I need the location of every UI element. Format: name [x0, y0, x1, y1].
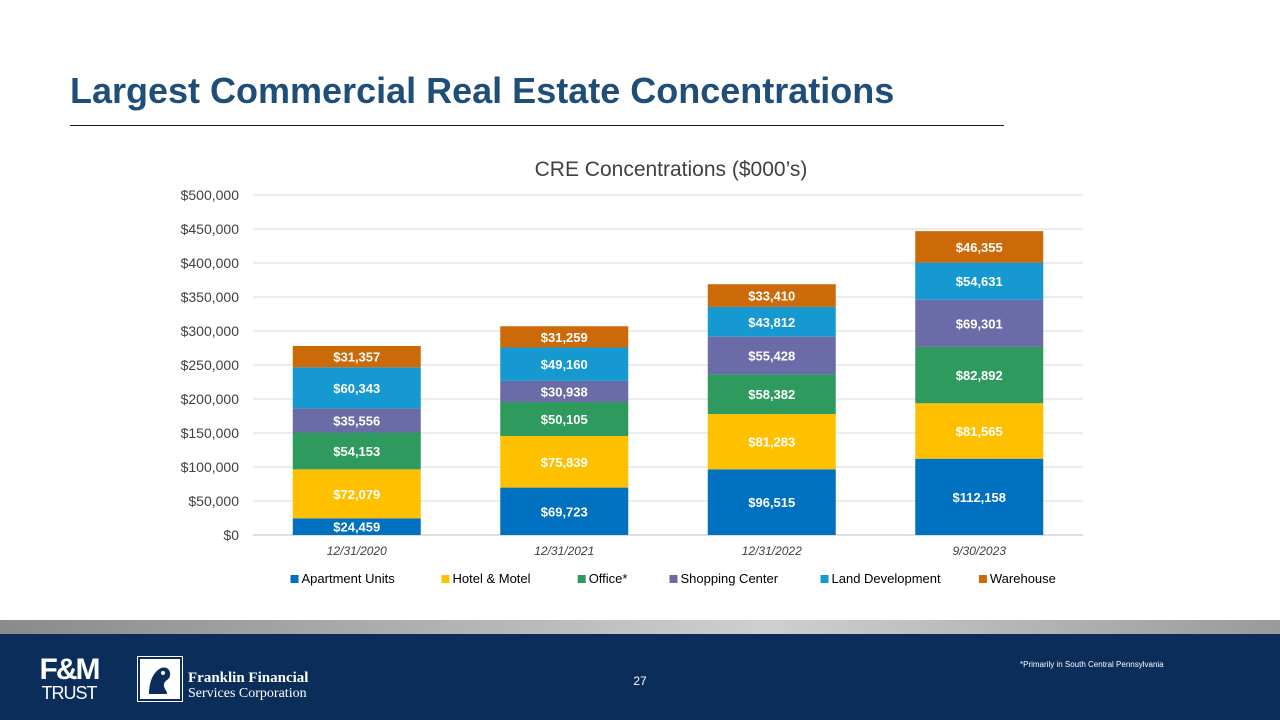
- data-label: $75,839: [541, 455, 588, 470]
- title-divider: [70, 125, 1004, 126]
- slide-title: Largest Commercial Real Estate Concentra…: [70, 70, 895, 111]
- bar-segment: [707, 284, 836, 307]
- cre-stacked-bar-chart: CRE Concentrations ($000’s) $0 $50,000 $100…: [181, 158, 1083, 586]
- bar-segment: [915, 458, 1044, 535]
- bar-segment: [915, 299, 1044, 347]
- y-tick-label: $500,000: [181, 187, 240, 203]
- data-label: $50,105: [541, 412, 588, 427]
- data-label: $69,301: [956, 316, 1003, 331]
- data-label: $58,382: [748, 387, 795, 402]
- page-number: 27: [633, 674, 647, 688]
- bar-segment: [500, 347, 629, 381]
- data-label: $69,723: [541, 504, 588, 519]
- bar-segment: [707, 374, 836, 415]
- data-label: $60,343: [333, 381, 380, 396]
- data-label: $81,565: [956, 424, 1003, 439]
- franklin-financial-name-line1: Franklin Financial: [188, 670, 309, 686]
- footer-bar: [0, 634, 1280, 720]
- bar-segment: [915, 346, 1044, 404]
- legend-label: Office*: [589, 571, 628, 586]
- chart-title: CRE Concentrations ($000’s): [535, 158, 808, 181]
- franklin-financial-emblem-icon: [137, 656, 183, 702]
- fm-trust-logo-sub: TRUST: [41, 683, 98, 703]
- x-tick-label: 9/30/2023: [953, 544, 1007, 558]
- bar-segment: [500, 401, 629, 437]
- bar-segment: [500, 326, 629, 348]
- footnote: *Primarily in South Central Pennsylvania: [1020, 660, 1164, 669]
- bar-segment: [707, 414, 836, 470]
- data-label: $31,357: [333, 350, 380, 365]
- bar-segment: [915, 262, 1044, 300]
- x-tick-label: 12/31/2020: [327, 544, 387, 558]
- bar-segment: [292, 469, 421, 519]
- y-tick-label: $0: [223, 527, 239, 543]
- y-tick-label: $300,000: [181, 323, 240, 339]
- franklin-financial-name-line2: Services Corporation: [188, 686, 307, 701]
- data-label: $33,410: [748, 289, 795, 304]
- y-tick-label: $150,000: [181, 425, 240, 441]
- y-tick-label: $350,000: [181, 289, 240, 305]
- data-label: $82,892: [956, 368, 1003, 383]
- bar-segment: [292, 367, 421, 409]
- y-tick-label: $450,000: [181, 221, 240, 237]
- data-label: $112,158: [952, 490, 1006, 505]
- bar-segment: [707, 336, 836, 375]
- bar-segment: [292, 345, 421, 368]
- data-label: $49,160: [541, 357, 588, 372]
- legend-swatch: [820, 575, 829, 583]
- legend-swatch: [978, 575, 987, 583]
- fm-trust-logo-mark: F&M: [39, 653, 101, 686]
- footer-gradient-band: [0, 620, 1280, 634]
- y-tick-label: $100,000: [181, 459, 240, 475]
- bar-segment: [707, 306, 836, 337]
- data-label: $35,556: [333, 413, 380, 428]
- legend-label: Land Development: [832, 571, 942, 586]
- data-label: $43,812: [748, 315, 795, 330]
- bar-segment: [500, 380, 629, 402]
- legend-label: Warehouse: [990, 571, 1056, 586]
- fm-trust-logo: F&M TRUST: [28, 655, 110, 703]
- bar-segment: [292, 408, 421, 433]
- data-label: $72,079: [333, 487, 380, 502]
- y-tick-label: $200,000: [181, 391, 240, 407]
- data-label: $96,515: [748, 495, 795, 510]
- legend-swatch: [577, 575, 586, 583]
- data-label: $24,459: [333, 520, 380, 535]
- data-label: $81,283: [748, 435, 795, 450]
- bar-segment: [915, 403, 1044, 459]
- data-label: $30,938: [541, 384, 588, 399]
- bar-segment: [292, 432, 421, 470]
- bar-segment: [500, 487, 629, 535]
- y-tick-label: $50,000: [188, 493, 239, 509]
- data-label: $55,428: [748, 349, 795, 364]
- legend-label: Apartment Units: [302, 571, 396, 586]
- bar-segment: [500, 436, 629, 488]
- data-label: $46,355: [956, 240, 1003, 255]
- franklin-financial-name: Franklin Financial Services Corporation: [188, 670, 308, 702]
- data-label: $54,153: [333, 444, 380, 459]
- x-tick-label: 12/31/2022: [742, 544, 802, 558]
- legend-swatch: [290, 575, 299, 583]
- legend-label: Hotel & Motel: [453, 571, 531, 586]
- bar-segment: [707, 469, 836, 535]
- bar-segment: [292, 518, 421, 535]
- bar-segment: [915, 231, 1044, 263]
- data-label: $54,631: [956, 274, 1003, 289]
- legend-swatch: [441, 575, 450, 583]
- data-label: $31,259: [541, 330, 588, 345]
- y-tick-label: $250,000: [181, 357, 240, 373]
- legend-swatch: [669, 575, 678, 583]
- x-tick-label: 12/31/2021: [534, 544, 594, 558]
- legend-label: Shopping Center: [681, 571, 779, 586]
- y-tick-label: $400,000: [181, 255, 240, 271]
